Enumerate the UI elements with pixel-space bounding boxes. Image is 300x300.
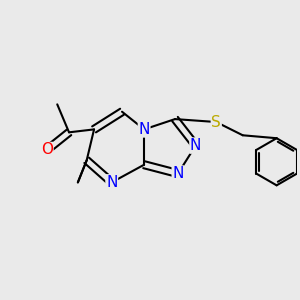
Text: N: N [190, 138, 201, 153]
Text: N: N [138, 122, 150, 137]
Text: N: N [106, 175, 117, 190]
Text: S: S [212, 115, 221, 130]
Text: O: O [41, 142, 53, 158]
Text: N: N [172, 166, 184, 181]
